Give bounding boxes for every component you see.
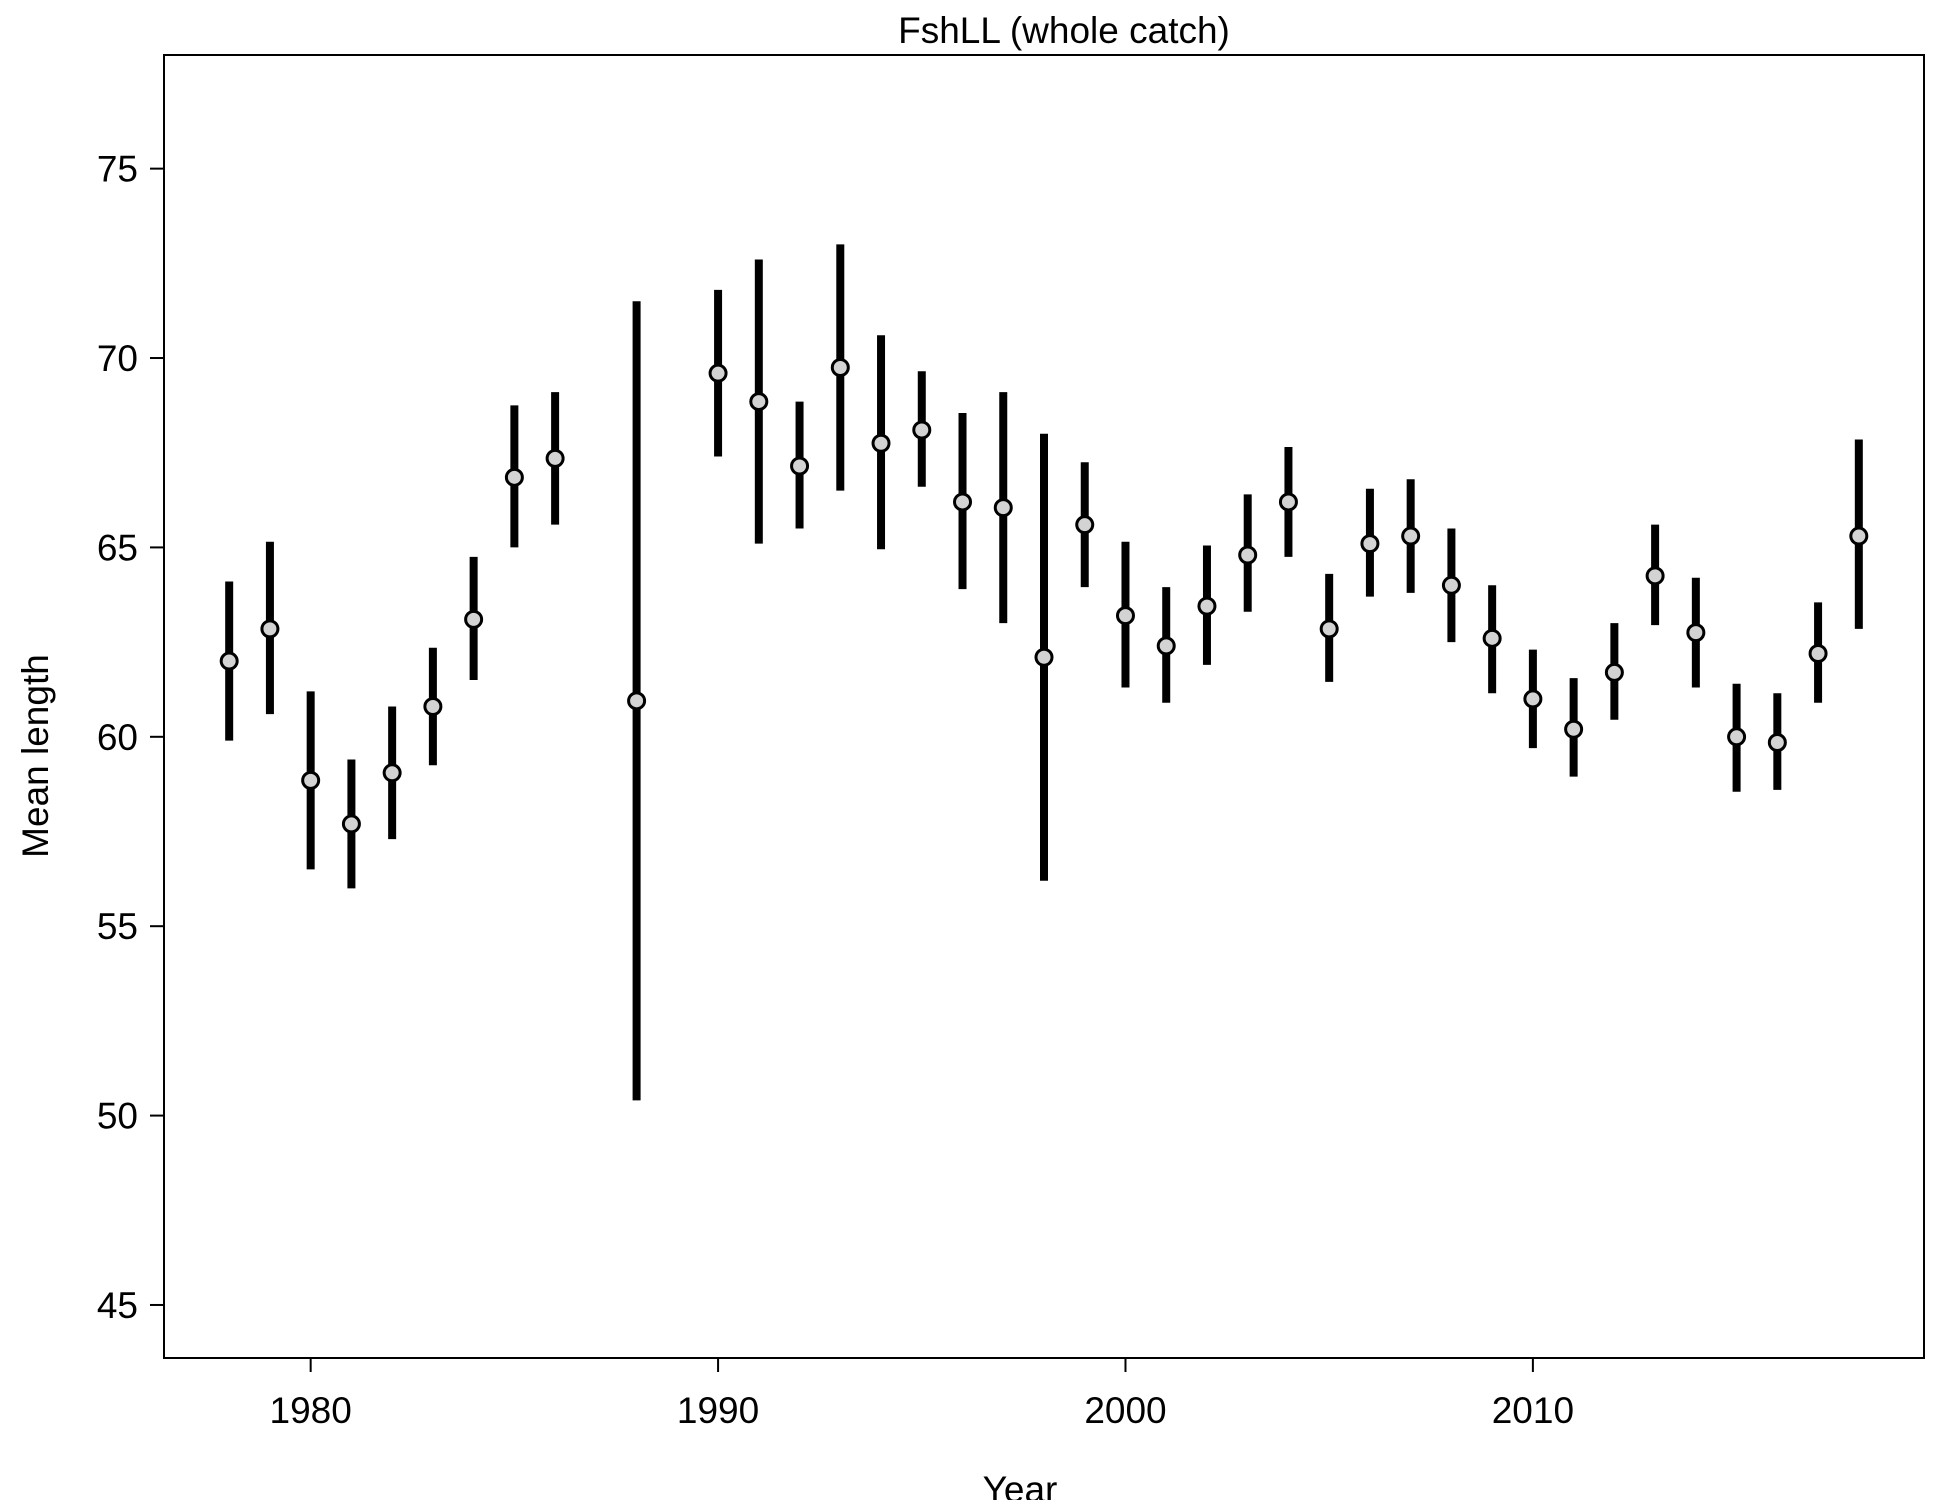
y-tick-label: 45 xyxy=(97,1285,138,1326)
data-point xyxy=(830,357,850,377)
data-point xyxy=(1115,606,1135,626)
data-point xyxy=(1564,719,1584,739)
data-point xyxy=(1808,643,1828,663)
y-tick-label: 70 xyxy=(97,338,138,379)
data-point xyxy=(749,392,769,412)
x-tick-label: 1980 xyxy=(270,1390,352,1431)
data-point xyxy=(260,619,280,639)
data-point xyxy=(1278,492,1298,512)
data-point xyxy=(464,609,484,629)
data-point xyxy=(382,763,402,783)
y-axis-label: Mean length xyxy=(15,654,56,858)
data-point xyxy=(1197,596,1217,616)
data-point xyxy=(219,651,239,671)
data-point xyxy=(301,770,321,790)
data-point xyxy=(423,697,443,716)
data-point xyxy=(1645,566,1665,586)
y-tick-label: 75 xyxy=(97,149,138,190)
data-point xyxy=(1727,727,1747,747)
chart-title: FshLL (whole catch) xyxy=(898,10,1230,51)
data-point xyxy=(912,420,932,440)
data-point xyxy=(1075,515,1095,535)
data-point xyxy=(1238,545,1258,565)
data-point xyxy=(1604,662,1624,682)
x-axis-label: Year xyxy=(983,1469,1058,1500)
data-point xyxy=(1319,619,1339,639)
data-point xyxy=(1441,575,1461,595)
data-point xyxy=(708,363,728,383)
data-point xyxy=(1034,647,1054,667)
data-point xyxy=(627,691,647,711)
data-point xyxy=(790,456,810,476)
y-tick-label: 55 xyxy=(97,906,138,947)
data-point xyxy=(1849,526,1869,546)
x-axis: 1980 1990 2000 2010 xyxy=(270,1357,1574,1431)
y-tick-label: 65 xyxy=(97,527,138,568)
markers xyxy=(219,357,1869,834)
y-axis: 45 50 55 60 65 70 75 xyxy=(97,149,165,1326)
data-point xyxy=(1686,623,1706,643)
data-point xyxy=(1156,636,1176,656)
data-point xyxy=(993,498,1013,518)
data-point xyxy=(871,433,891,453)
data-point xyxy=(1523,689,1543,709)
x-tick-label: 2000 xyxy=(1084,1390,1166,1431)
x-tick-label: 2010 xyxy=(1492,1390,1574,1431)
y-tick-label: 60 xyxy=(97,717,138,758)
data-point xyxy=(545,448,565,468)
data-point xyxy=(1401,526,1421,546)
data-point xyxy=(1482,628,1502,648)
data-point xyxy=(504,467,524,487)
y-tick-label: 50 xyxy=(97,1096,138,1137)
data-point xyxy=(341,814,361,834)
data-point xyxy=(953,492,973,512)
x-tick-label: 1990 xyxy=(677,1390,759,1431)
data-point xyxy=(1360,534,1380,554)
data-point xyxy=(1767,732,1787,752)
